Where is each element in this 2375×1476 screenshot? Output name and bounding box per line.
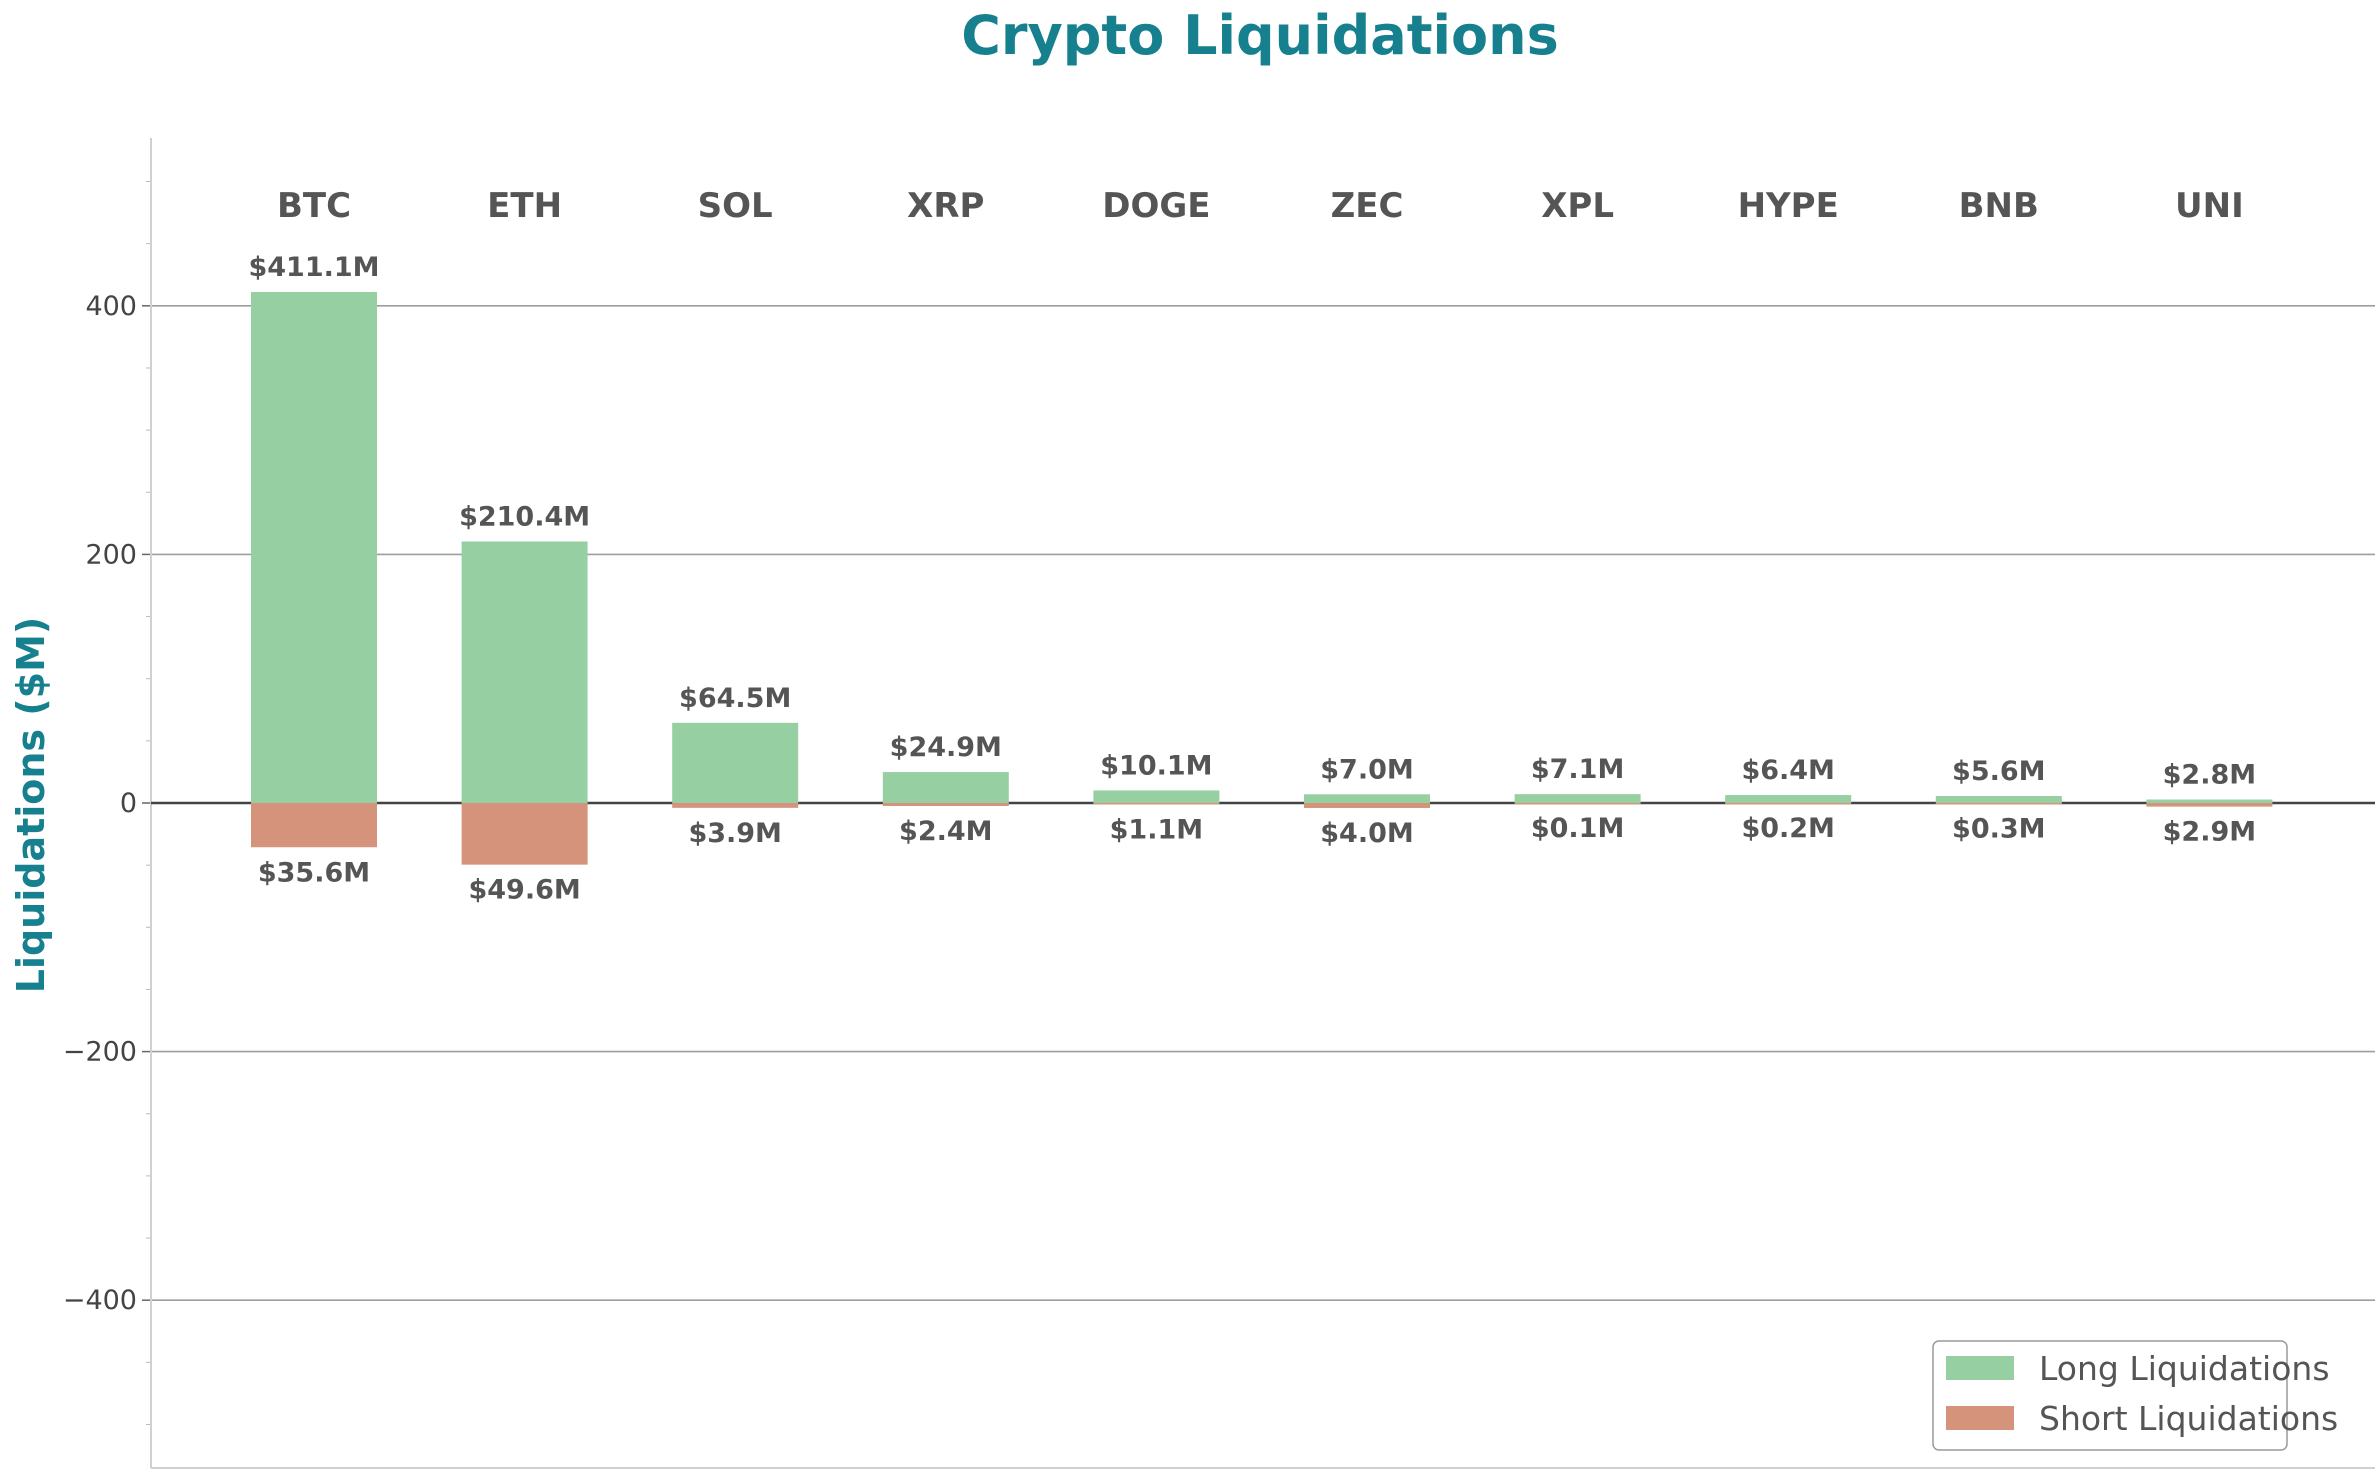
y-tick-label: 200 bbox=[85, 539, 137, 570]
long-value-label: $24.9M bbox=[890, 732, 1002, 763]
bar-short bbox=[1304, 803, 1430, 808]
category-label: HYPE bbox=[1738, 186, 1839, 226]
bar-short bbox=[1725, 803, 1852, 805]
bar-long bbox=[1514, 794, 1641, 803]
bar-short bbox=[2146, 803, 2273, 807]
labels: $411.1M $210.4M $64.5M $24.9M $10.1M $7.0M $7.… bbox=[248, 186, 2256, 906]
bar-short bbox=[251, 803, 377, 848]
legend-label-long: Long Liquidations bbox=[2039, 1349, 2330, 1388]
bar-long bbox=[461, 541, 588, 803]
bars bbox=[251, 292, 2273, 865]
bar-long bbox=[1304, 794, 1430, 803]
y-tick-label: −200 bbox=[63, 1037, 137, 1068]
category-label: ETH bbox=[487, 186, 562, 226]
long-value-label: $6.4M bbox=[1741, 755, 1835, 786]
category-label: UNI bbox=[2175, 186, 2244, 226]
legend-label-short: Short Liquidations bbox=[2039, 1399, 2338, 1438]
short-value-label: $2.4M bbox=[899, 816, 993, 847]
bar-short bbox=[882, 803, 1009, 806]
category-label: DOGE bbox=[1102, 186, 1210, 226]
y-tick-label: 400 bbox=[85, 291, 137, 322]
bar-long bbox=[1725, 795, 1852, 803]
short-value-label: $35.6M bbox=[258, 857, 370, 888]
chart-title: Crypto Liquidations bbox=[961, 4, 1558, 67]
legend-box bbox=[1932, 1340, 2288, 1451]
bar-short bbox=[1093, 803, 1220, 805]
category-label: BTC bbox=[277, 186, 351, 226]
bar-short bbox=[672, 803, 799, 808]
y-axis-label: Liquidations ($M) bbox=[9, 617, 53, 994]
long-value-label: $5.6M bbox=[1952, 756, 2046, 787]
bar-short bbox=[461, 803, 588, 865]
short-value-label: $0.1M bbox=[1531, 813, 1625, 844]
bar-long bbox=[1093, 790, 1220, 803]
y-tick-label: −400 bbox=[63, 1285, 137, 1316]
long-value-label: $10.1M bbox=[1100, 750, 1212, 781]
bar-long bbox=[672, 722, 799, 803]
short-value-label: $0.3M bbox=[1952, 813, 2046, 844]
category-label: SOL bbox=[698, 186, 773, 226]
legend: Long Liquidations Short Liquidations bbox=[1932, 1340, 2338, 1451]
short-value-label: $2.9M bbox=[2163, 817, 2257, 848]
bar-short bbox=[1935, 803, 2062, 805]
long-value-label: $411.1M bbox=[248, 252, 379, 283]
bar-long bbox=[251, 292, 377, 803]
long-value-label: $2.8M bbox=[2163, 760, 2257, 791]
category-label: XRP bbox=[907, 186, 984, 226]
short-value-label: $49.6M bbox=[468, 875, 580, 906]
long-value-label: $7.1M bbox=[1531, 754, 1625, 785]
long-value-label: $7.0M bbox=[1320, 754, 1414, 785]
bar-long bbox=[2146, 799, 2273, 803]
long-value-label: $64.5M bbox=[679, 683, 791, 714]
legend-swatch-long bbox=[1946, 1356, 2014, 1380]
bar-long bbox=[1935, 796, 2062, 803]
long-value-label: $210.4M bbox=[459, 501, 590, 532]
bar-short bbox=[1514, 803, 1641, 805]
short-value-label: $0.2M bbox=[1741, 813, 1835, 844]
category-label: ZEC bbox=[1331, 186, 1404, 226]
short-value-label: $3.9M bbox=[688, 818, 782, 849]
category-label: BNB bbox=[1959, 186, 2039, 226]
short-value-label: $4.0M bbox=[1320, 818, 1414, 849]
legend-swatch-short bbox=[1946, 1406, 2014, 1430]
bar-long bbox=[882, 772, 1009, 803]
short-value-label: $1.1M bbox=[1110, 814, 1204, 845]
y-tick-label: 0 bbox=[120, 788, 137, 819]
category-label: XPL bbox=[1541, 186, 1614, 226]
